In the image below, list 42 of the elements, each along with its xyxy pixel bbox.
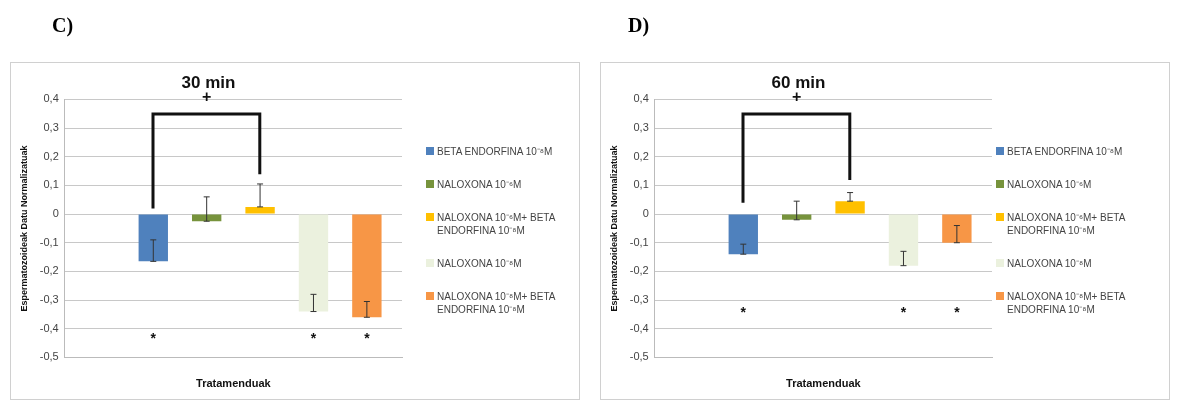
annotation: * bbox=[310, 330, 317, 347]
y-tick-label: 0,2 bbox=[633, 149, 649, 162]
text: D) bbox=[628, 14, 650, 37]
x-axis-title: Tratamenduak bbox=[196, 377, 272, 390]
y-tick-label: -0,1 bbox=[629, 235, 649, 248]
legend-label: NALOXONA 10⁻⁶M bbox=[1007, 178, 1092, 191]
y-axis-title: Espermatozoideak Datu Normalizatuak bbox=[18, 144, 29, 312]
y-tick-label: 0,4 bbox=[633, 92, 649, 105]
y-tick-label: 0,1 bbox=[43, 178, 59, 191]
legend-label: BETA ENDORFINA 10⁻⁸M bbox=[1007, 145, 1123, 158]
y-tick-label: -0,1 bbox=[39, 235, 59, 248]
text: C) bbox=[52, 14, 74, 37]
y-tick-label: -0,3 bbox=[629, 293, 649, 306]
annotation: * bbox=[740, 304, 747, 321]
x-axis-title: Tratamenduak bbox=[786, 377, 862, 390]
y-tick-label: -0,2 bbox=[39, 264, 59, 277]
y-axis-title: Espermatozoideak Datu Normalizatuak bbox=[608, 144, 619, 312]
y-tick-label: 0,2 bbox=[43, 149, 59, 162]
legend-label: NALOXONA 10⁻⁸M+ BETA ENDORFINA 10⁻⁸M bbox=[1007, 290, 1127, 316]
annotation: * bbox=[150, 330, 157, 347]
y-tick-label: -0,4 bbox=[629, 321, 649, 334]
y-tick-label: -0,2 bbox=[629, 264, 649, 277]
legend-label: NALOXONA 10⁻⁶M+ BETA ENDORFINA 10⁻⁸M bbox=[437, 211, 557, 237]
y-tick-label: -0,5 bbox=[39, 350, 59, 363]
annotation: * bbox=[364, 330, 371, 347]
legend-label: NALOXONA 10⁻⁶M+ BETA ENDORFINA 10⁻⁸M bbox=[1007, 211, 1127, 237]
y-tick-label: -0,5 bbox=[629, 350, 649, 363]
legend-label: NALOXONA 10⁻⁶M bbox=[437, 178, 522, 191]
legend-label: BETA ENDORFINA 10⁻⁸M bbox=[437, 145, 553, 158]
y-tick-label: 0 bbox=[52, 207, 59, 220]
legend-label: NALOXONA 10⁻⁸M bbox=[437, 257, 522, 270]
annotation: * bbox=[900, 304, 907, 321]
y-tick-label: 0,3 bbox=[43, 121, 59, 134]
y-tick-label: -0,4 bbox=[39, 321, 59, 334]
y-tick-label: 0,4 bbox=[43, 92, 59, 105]
y-tick-label: 0,1 bbox=[633, 178, 649, 191]
y-tick-label: 0,3 bbox=[633, 121, 649, 134]
legend-label: NALOXONA 10⁻⁸M+ BETA ENDORFINA 10⁻⁸M bbox=[437, 290, 557, 316]
annotation: * bbox=[954, 304, 961, 321]
y-tick-label: -0,3 bbox=[39, 293, 59, 306]
y-tick-label: 0 bbox=[642, 207, 649, 220]
legend-label: NALOXONA 10⁻⁸M bbox=[1007, 257, 1092, 270]
